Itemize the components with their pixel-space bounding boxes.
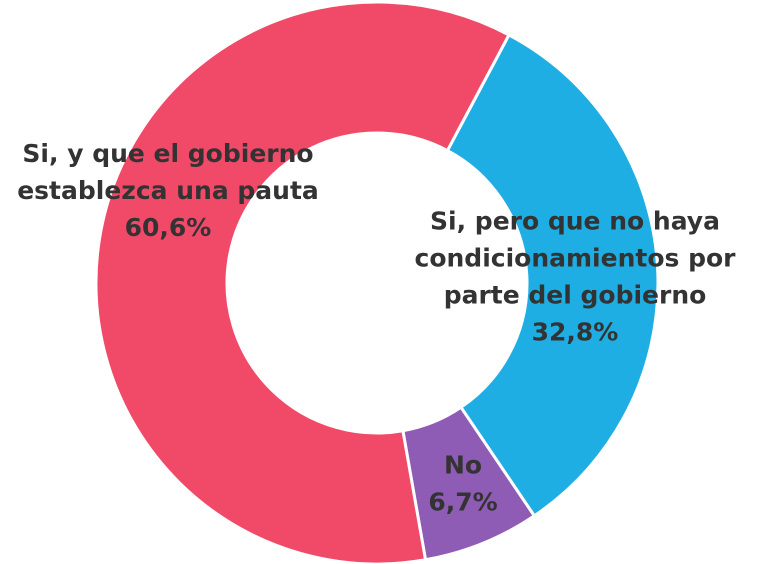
value-label: 60,6%	[125, 213, 212, 242]
value-label: 6,7%	[428, 488, 497, 517]
slice-label: establezca una pauta	[17, 176, 319, 205]
donut-slice	[445, 32, 660, 518]
donut-slice	[94, 0, 511, 564]
slice-label: No	[444, 451, 482, 480]
slice-label: Si, y que el gobierno	[22, 139, 313, 168]
slice-label: condicionamientos por	[415, 244, 737, 273]
slice-label: Si, pero que no haya	[430, 207, 720, 236]
slice-label: parte del gobierno	[444, 281, 707, 310]
value-label: 32,8%	[532, 318, 619, 347]
